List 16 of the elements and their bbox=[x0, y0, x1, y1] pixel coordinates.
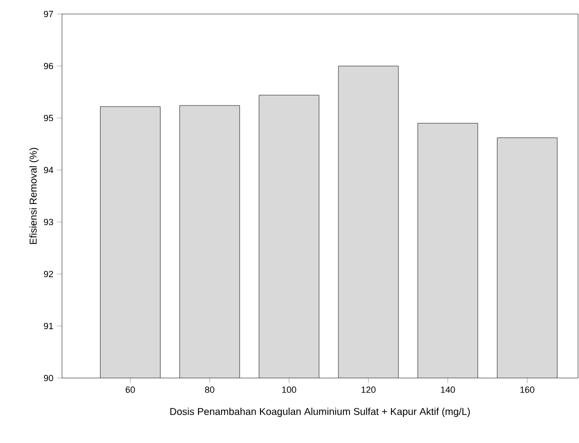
y-tick-label: 97 bbox=[44, 10, 54, 18]
y-tick-label: 90 bbox=[44, 374, 54, 382]
y-tick-label: 96 bbox=[44, 62, 54, 70]
y-axis-title: Efisiensi Removal (%) bbox=[29, 148, 39, 244]
y-tick-label: 93 bbox=[44, 218, 54, 226]
y-tick-label: 95 bbox=[44, 114, 54, 122]
x-tick-label: 80 bbox=[205, 386, 214, 393]
x-tick-label: 100 bbox=[282, 386, 296, 393]
x-tick-label: 60 bbox=[126, 386, 135, 393]
x-tick-label: 140 bbox=[441, 386, 455, 393]
y-tick-label: 94 bbox=[44, 166, 54, 174]
y-tick-label: 92 bbox=[44, 270, 54, 278]
y-tick-label: 91 bbox=[44, 322, 54, 330]
x-axis-title: Dosis Penambahan Koagulan Aluminium Sulfat + Kapur Aktif (mg/L) bbox=[170, 408, 470, 417]
x-tick-label: 160 bbox=[520, 386, 534, 393]
x-tick-label: 120 bbox=[362, 386, 376, 393]
